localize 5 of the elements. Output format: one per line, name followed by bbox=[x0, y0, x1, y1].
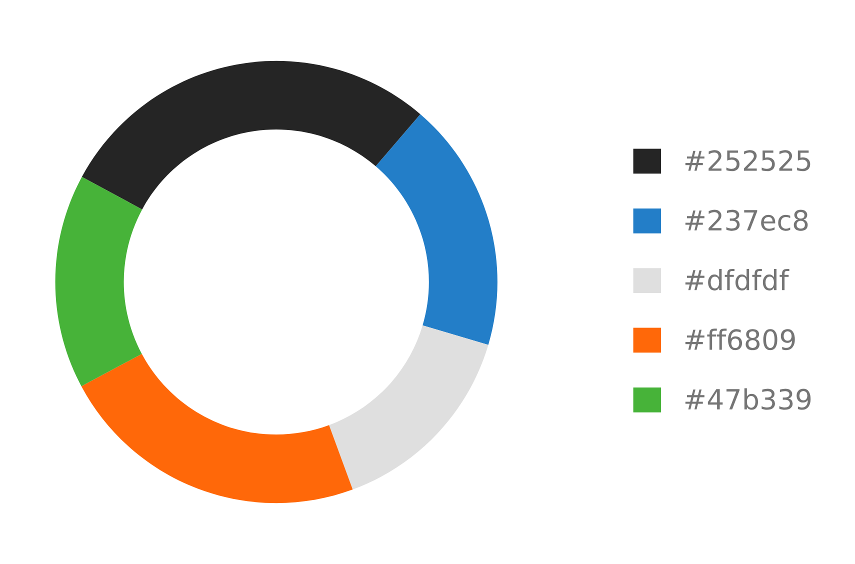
legend-label: #252525 bbox=[685, 150, 810, 172]
legend-label: #ff6809 bbox=[685, 328, 795, 350]
legend-label: #237ec8 bbox=[685, 210, 808, 231]
legend-label: #dfdfdf bbox=[685, 268, 790, 290]
legend-label: #47b339 bbox=[685, 388, 811, 410]
